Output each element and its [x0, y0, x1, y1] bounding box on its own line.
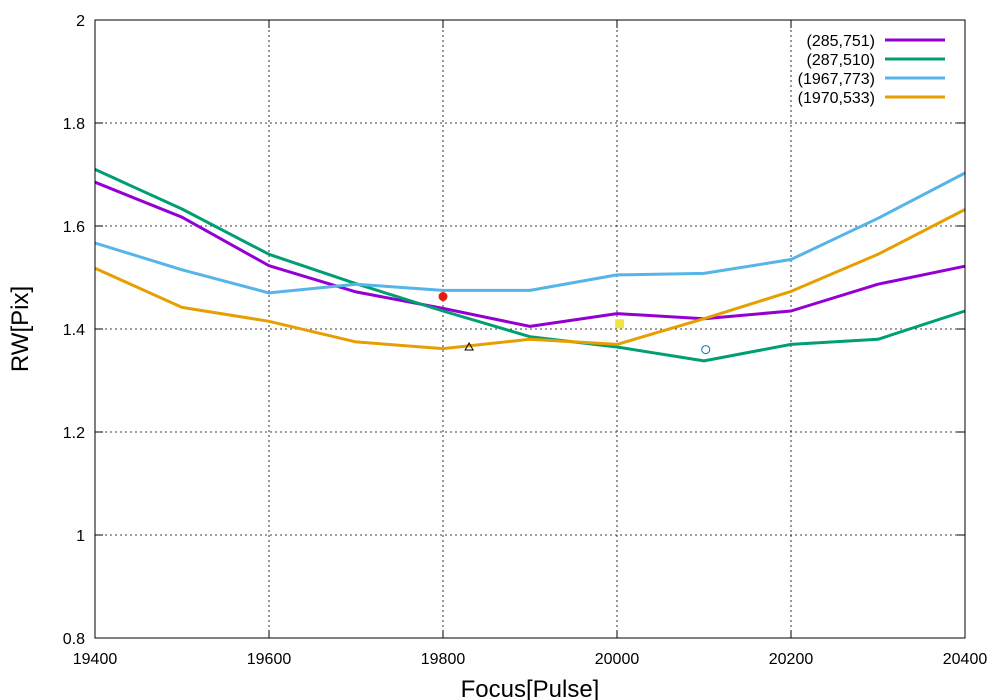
y-tick-label: 1.4: [63, 322, 85, 339]
series-line-1: [94, 180, 966, 328]
x-tick-label: 19600: [247, 651, 292, 668]
series-line-3: [94, 171, 966, 295]
series-lines: [94, 168, 966, 363]
y-tick-label: 2: [76, 13, 85, 30]
marker-triangle: [464, 342, 474, 351]
marker-open-circle: [701, 345, 711, 355]
x-tick-label: 19400: [73, 651, 118, 668]
y-tick-label: 0.8: [63, 631, 85, 648]
legend-label-2: (287,510): [807, 52, 876, 69]
y-tick-label: 1.6: [63, 219, 85, 236]
point-markers: [438, 292, 711, 355]
grid: [95, 20, 965, 638]
legend-label-4: (1970,533): [798, 90, 875, 107]
axis-ticks: [94, 19, 966, 639]
y-tick-label: 1.8: [63, 116, 85, 133]
y-axis-title: RW[Pix]: [7, 286, 34, 372]
marker-filled-circle: [438, 292, 448, 302]
x-axis-title: Focus[Pulse]: [461, 676, 600, 700]
series-line-2: [94, 168, 966, 363]
tick-labels: 19400 19600 19800 20000 20200 20400 0.8 1 1.2 1.4…: [63, 13, 988, 668]
legend-label-1: (285,751): [807, 33, 876, 50]
y-tick-label: 1.2: [63, 425, 85, 442]
y-tick-label: 1: [76, 528, 85, 545]
legend: (285,751) (287,510) (1967,773) (1970,533): [798, 33, 945, 107]
marker-filled-square: [615, 319, 625, 329]
x-tick-label: 19800: [421, 651, 466, 668]
x-tick-label: 20000: [595, 651, 640, 668]
x-tick-label: 20200: [769, 651, 814, 668]
legend-label-3: (1967,773): [798, 71, 875, 88]
x-tick-label: 20400: [943, 651, 988, 668]
series-line-4: [94, 208, 966, 351]
